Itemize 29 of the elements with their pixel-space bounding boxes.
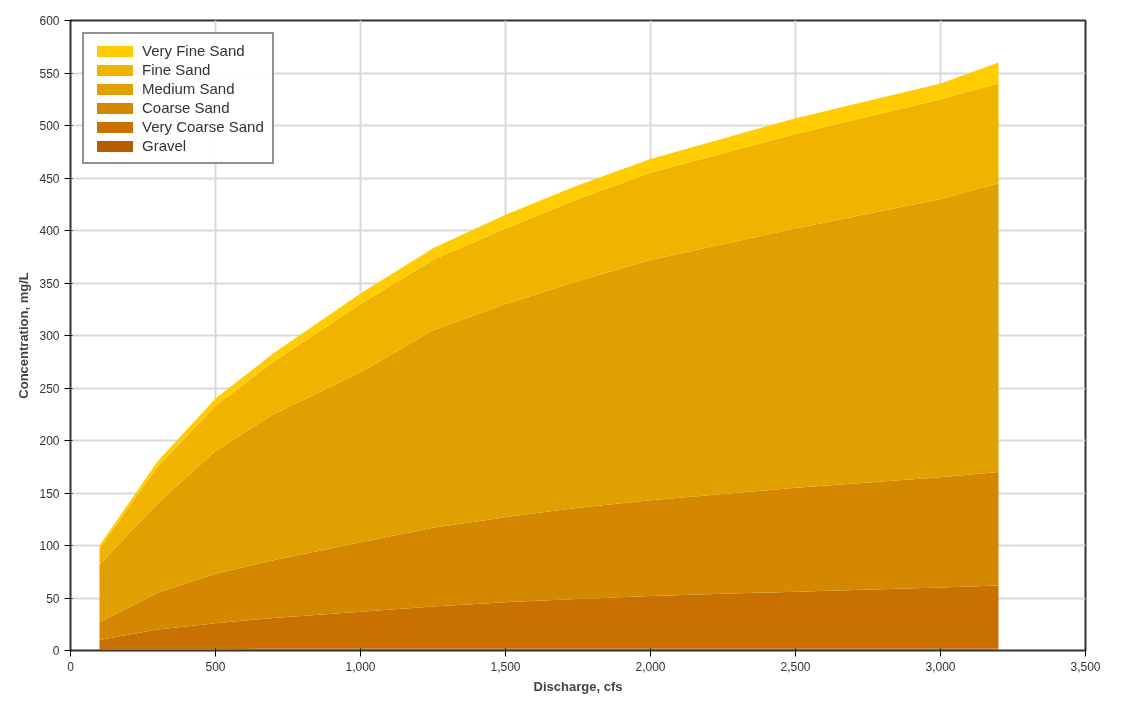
y-tick-label: 350 bbox=[39, 276, 60, 291]
y-tick-label: 50 bbox=[46, 591, 60, 606]
x-tick-label: 3,500 bbox=[1070, 659, 1101, 674]
x-axis-title: Discharge, cfs bbox=[533, 678, 623, 694]
legend-label: Coarse Sand bbox=[142, 99, 230, 116]
legend-label: Fine Sand bbox=[142, 61, 211, 78]
y-tick-label: 100 bbox=[39, 539, 60, 553]
y-tick-label: 500 bbox=[39, 119, 60, 133]
y-tick-label: 300 bbox=[39, 329, 60, 343]
x-tick-label: 2,500 bbox=[780, 659, 811, 674]
y-tick-label: 0 bbox=[52, 644, 60, 658]
legend-label: Medium Sand bbox=[142, 80, 235, 97]
legend-label: Gravel bbox=[142, 137, 187, 154]
x-tick-label: 2,000 bbox=[635, 659, 666, 674]
y-tick-label: 250 bbox=[39, 381, 60, 396]
y-tick-label: 150 bbox=[39, 486, 60, 501]
y-tick-label: 200 bbox=[39, 434, 60, 448]
x-tick-label: 1,500 bbox=[490, 659, 521, 674]
y-axis-title: Concentration, mg/L bbox=[16, 272, 32, 399]
x-tick-label: 1,000 bbox=[345, 659, 376, 674]
y-tick-label: 600 bbox=[39, 14, 60, 28]
legend-label: Very Coarse Sand bbox=[142, 118, 264, 135]
x-tick-label: 0 bbox=[67, 659, 75, 674]
x-tick-label: 500 bbox=[205, 659, 226, 674]
y-tick-label: 550 bbox=[39, 66, 60, 81]
y-tick-label: 400 bbox=[39, 224, 60, 238]
y-tick-label: 450 bbox=[39, 171, 60, 186]
x-tick-label: 3,000 bbox=[925, 659, 956, 674]
legend-label: Very Fine Sand bbox=[142, 42, 245, 59]
